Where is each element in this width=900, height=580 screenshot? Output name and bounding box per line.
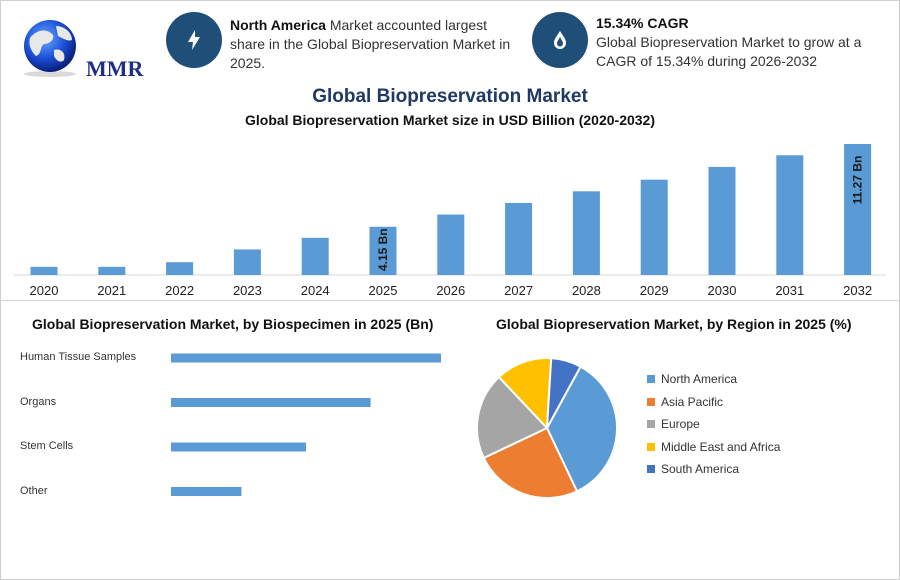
lightning-icon <box>188 30 200 50</box>
hbar-label-stem-cells: Stem Cells <box>20 440 74 452</box>
globe-icon <box>24 20 76 77</box>
hbar-human-tissue-samples <box>171 353 441 363</box>
tick-label-2026: 2026 <box>436 283 465 298</box>
bar-2025 <box>369 226 397 275</box>
market-size-bar-chart: 2020 2021 2022 2023 2024 2025 4.15 Bn 2026 2027 2… <box>14 144 886 298</box>
legend-swatch-middle-east-and-africa <box>647 442 655 451</box>
legend-label-middle-east-and-africa: Middle East and Africa <box>661 439 781 454</box>
tick-label-2030: 2030 <box>708 283 737 298</box>
bar-2028 <box>572 191 600 275</box>
section-divider <box>0 300 900 301</box>
drop-icon <box>554 31 566 49</box>
region-chart-title: Global Biopreservation Market, by Region… <box>496 316 852 332</box>
legend-swatch-south-america <box>647 465 655 473</box>
data-label-2032: 11.27 Bn <box>851 156 865 205</box>
tick-label-2023: 2023 <box>233 283 262 298</box>
data-label-2025: 4.15 Bn <box>376 228 390 271</box>
kpi-lightning-badge <box>166 12 222 68</box>
region-pie-chart <box>476 357 618 499</box>
chart-subtitle: Global Biopreservation Market size in US… <box>244 112 655 128</box>
tick-label-2021: 2021 <box>97 283 126 298</box>
hbar-label-other: Other <box>20 484 48 497</box>
tick-label-2032: 2032 <box>843 283 872 298</box>
tick-label-2027: 2027 <box>504 283 533 298</box>
bar-2030 <box>708 166 736 275</box>
pie-slice-south-america <box>546 357 582 429</box>
page-title: Global Biopreservation Market <box>312 86 588 107</box>
kpi-north-america: North America Market accounted largest s… <box>230 16 520 73</box>
tick-label-2031: 2031 <box>775 283 804 298</box>
tick-label-2024: 2024 <box>301 283 330 298</box>
bar-2023 <box>233 249 261 275</box>
legend-item-south-america: South America <box>647 462 739 476</box>
hbar-label-human-tissue-samples: Human Tissue Samples <box>20 351 137 363</box>
biospecimen-bar-chart <box>171 353 441 496</box>
logo-text: MMR <box>86 56 144 81</box>
legend-item-middle-east-and-africa: Middle East and Africa <box>647 440 780 454</box>
hbar-label-organs: Organs <box>20 395 57 408</box>
legend-label-north-america: North America <box>661 372 738 386</box>
bar-2027 <box>505 202 533 275</box>
legend-swatch-asia-pacific <box>647 397 655 406</box>
pie-slice-asia-pacific <box>482 426 579 499</box>
hbar-stem-cells <box>171 442 306 452</box>
tick-label-2020: 2020 <box>30 283 59 298</box>
legend-label-europe: Europe <box>661 417 700 431</box>
pie-slice-europe <box>476 375 549 460</box>
bar-2031 <box>776 155 804 275</box>
bar-2032 <box>844 144 872 275</box>
tick-label-2028: 2028 <box>572 283 601 298</box>
kpi-cagr-bold: 15.34% CAGR <box>596 15 689 31</box>
bar-2026 <box>437 214 465 275</box>
hbar-other <box>171 487 242 496</box>
tick-label-2029: 2029 <box>640 283 669 298</box>
bar-2020 <box>30 266 58 275</box>
bar-2029 <box>640 179 668 275</box>
kpi-cagr-text: Global Biopreservation Market to grow at… <box>596 34 862 69</box>
legend-swatch-north-america <box>647 375 655 383</box>
bar-2022 <box>166 262 194 275</box>
kpi-cagr-badge <box>532 12 588 68</box>
legend-label-asia-pacific: Asia Pacific <box>661 394 724 409</box>
legend-swatch-europe <box>647 420 655 428</box>
bar-2021 <box>98 266 126 275</box>
bar-2024 <box>301 237 329 275</box>
pie-slice-middle-east-and-africa <box>497 357 553 431</box>
logo: MMR <box>16 16 143 81</box>
tick-label-2025: 2025 <box>369 283 398 298</box>
hbar-organs <box>171 398 371 407</box>
biospecimen-chart-title: Global Biopreservation Market, by Biospe… <box>32 316 434 332</box>
legend-label-south-america: South America <box>661 462 740 476</box>
legend-item-asia-pacific: Asia Pacific <box>647 395 723 409</box>
kpi-north-america-text: Market accounted largest share in the Gl… <box>230 17 511 71</box>
legend-item-north-america: North America <box>647 372 737 386</box>
kpi-cagr: 15.34% CAGR Global Biopreservation Marke… <box>596 14 886 71</box>
kpi-north-america-bold: North America <box>230 17 326 33</box>
legend-item-europe: Europe <box>647 417 700 431</box>
tick-label-2022: 2022 <box>165 283 194 298</box>
